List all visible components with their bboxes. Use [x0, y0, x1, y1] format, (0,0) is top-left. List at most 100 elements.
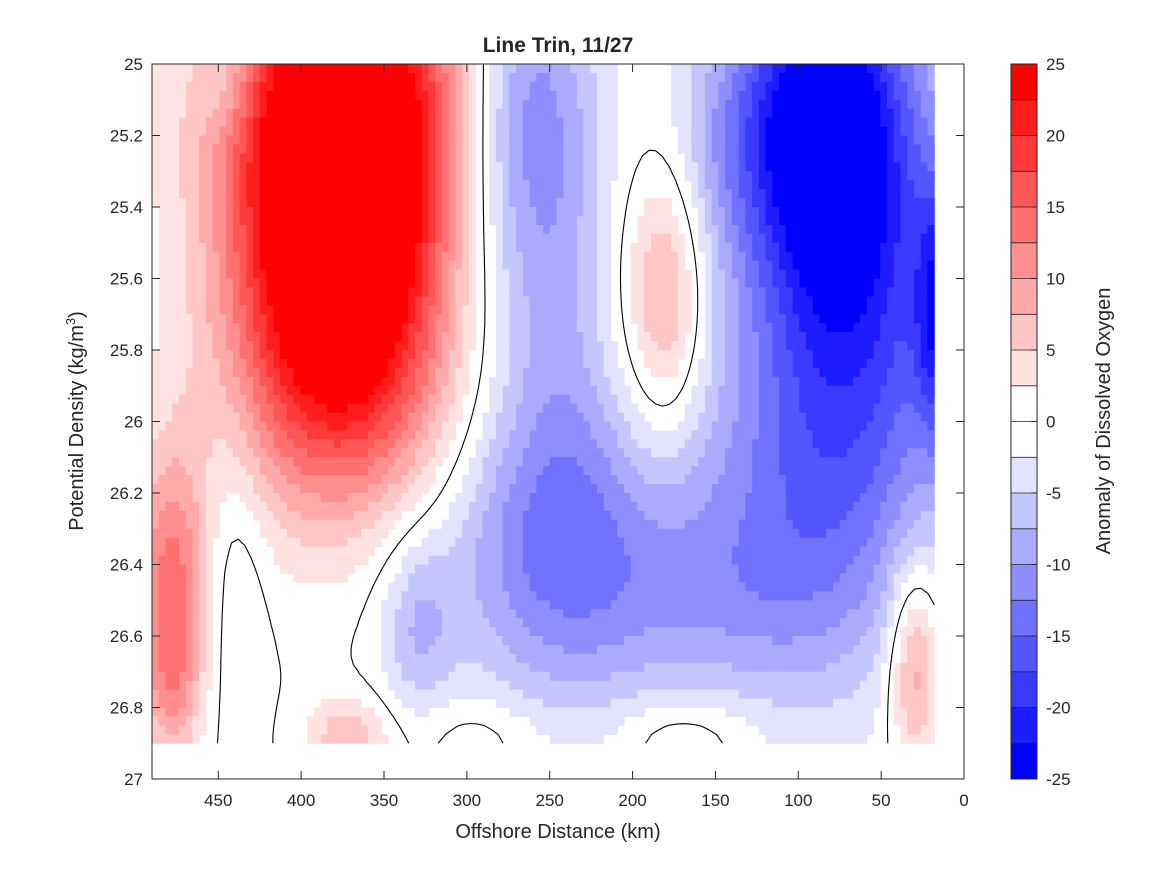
contour-cell — [887, 296, 915, 306]
contour-cell — [900, 215, 935, 226]
contour-cell — [522, 287, 578, 297]
contour-cell — [792, 367, 821, 378]
contour-cell — [556, 207, 585, 217]
contour-cell — [522, 537, 625, 548]
contour-cell — [455, 376, 470, 387]
colorbar-band — [1011, 743, 1037, 780]
contour-cell — [428, 394, 443, 405]
contour-cell — [394, 439, 409, 449]
contour-cell — [718, 189, 733, 199]
contour-cell — [246, 117, 254, 128]
contour-cell — [266, 296, 409, 306]
contour-cell — [152, 501, 167, 512]
contour-cell — [441, 99, 450, 110]
contour-cell — [239, 90, 247, 101]
contour-cell — [441, 394, 456, 405]
contour-cell — [630, 251, 645, 262]
contour-cell — [880, 385, 922, 396]
contour-cell — [468, 269, 477, 280]
contour-cell — [415, 314, 423, 324]
contour-cell — [725, 180, 740, 190]
contour-cell — [455, 224, 463, 235]
contour-cell — [152, 99, 187, 110]
colorbar-band — [1011, 493, 1037, 530]
contour-cell — [158, 582, 187, 592]
contour-cell — [259, 233, 423, 244]
contour-cell — [900, 117, 915, 128]
contour-cell — [415, 403, 430, 414]
contour-cell — [394, 501, 416, 512]
contour-cell — [617, 403, 639, 414]
colorbar-band — [1011, 636, 1037, 673]
contour-cell — [482, 430, 497, 440]
contour-cell — [671, 90, 692, 101]
contour-cell — [266, 90, 416, 101]
contour-cell — [563, 162, 585, 172]
contour-cell — [758, 341, 773, 351]
contour-cell — [158, 689, 187, 700]
contour-cell — [462, 153, 470, 163]
contour-cell — [873, 278, 895, 288]
contour-cell — [421, 421, 429, 431]
contour-cell — [388, 367, 396, 378]
contour-cell — [583, 341, 605, 351]
contour-cell — [448, 287, 456, 297]
contour-cell — [293, 457, 376, 467]
contour-cell — [907, 144, 922, 154]
contour-cell — [205, 126, 220, 137]
contour-cell — [401, 591, 477, 601]
contour-cell — [880, 323, 922, 333]
contour-cell — [266, 358, 274, 369]
contour-cell — [253, 412, 261, 423]
contour-cell — [462, 144, 470, 154]
contour-cell — [408, 484, 429, 494]
contour-cell — [617, 475, 645, 485]
contour-cell — [779, 439, 814, 449]
contour-cell — [192, 716, 207, 726]
contour-cell — [846, 609, 875, 619]
contour-cell — [691, 198, 706, 208]
contour-cell — [509, 680, 861, 691]
contour-cell — [502, 573, 531, 583]
contour-cell — [826, 662, 875, 673]
contour-cell — [698, 233, 713, 244]
contour-cell — [246, 251, 254, 262]
contour-cell — [765, 189, 773, 199]
contour-cell — [232, 287, 241, 297]
contour-cell — [913, 671, 922, 682]
contour-cell — [441, 81, 450, 92]
contour-cell — [495, 242, 504, 253]
contour-cell — [900, 537, 935, 548]
contour-cell — [205, 582, 214, 592]
contour-cell — [421, 64, 429, 74]
contour-cell — [246, 72, 254, 83]
contour-cell — [738, 99, 753, 110]
contour-cell — [468, 189, 477, 199]
contour-cell — [482, 475, 497, 485]
contour-cell — [253, 64, 261, 74]
contour-cell — [199, 653, 207, 664]
contour-cell — [887, 215, 902, 226]
contour-cell — [226, 233, 234, 244]
contour-cell — [462, 233, 470, 244]
contour-cell — [435, 680, 510, 691]
contour-cell — [731, 72, 746, 83]
contour-cell — [152, 376, 187, 387]
x-tick-label: 450 — [204, 791, 232, 810]
contour-cell — [448, 242, 456, 253]
contour-cell — [509, 314, 531, 324]
contour-cell — [489, 126, 497, 137]
contour-cell — [597, 305, 612, 315]
contour-cell — [441, 207, 450, 217]
contour-cell — [495, 627, 531, 637]
contour-cell — [212, 108, 227, 119]
contour-cell — [441, 171, 450, 181]
contour-cell — [266, 501, 288, 512]
y-tick-label: 26.6 — [110, 627, 143, 646]
contour-cell — [455, 64, 463, 74]
contour-cell — [502, 546, 524, 557]
chart-title: Line Trin, 11/27 — [483, 34, 634, 57]
contour-cell — [462, 332, 477, 342]
contour-cell — [758, 385, 780, 396]
contour-cell — [576, 215, 598, 226]
